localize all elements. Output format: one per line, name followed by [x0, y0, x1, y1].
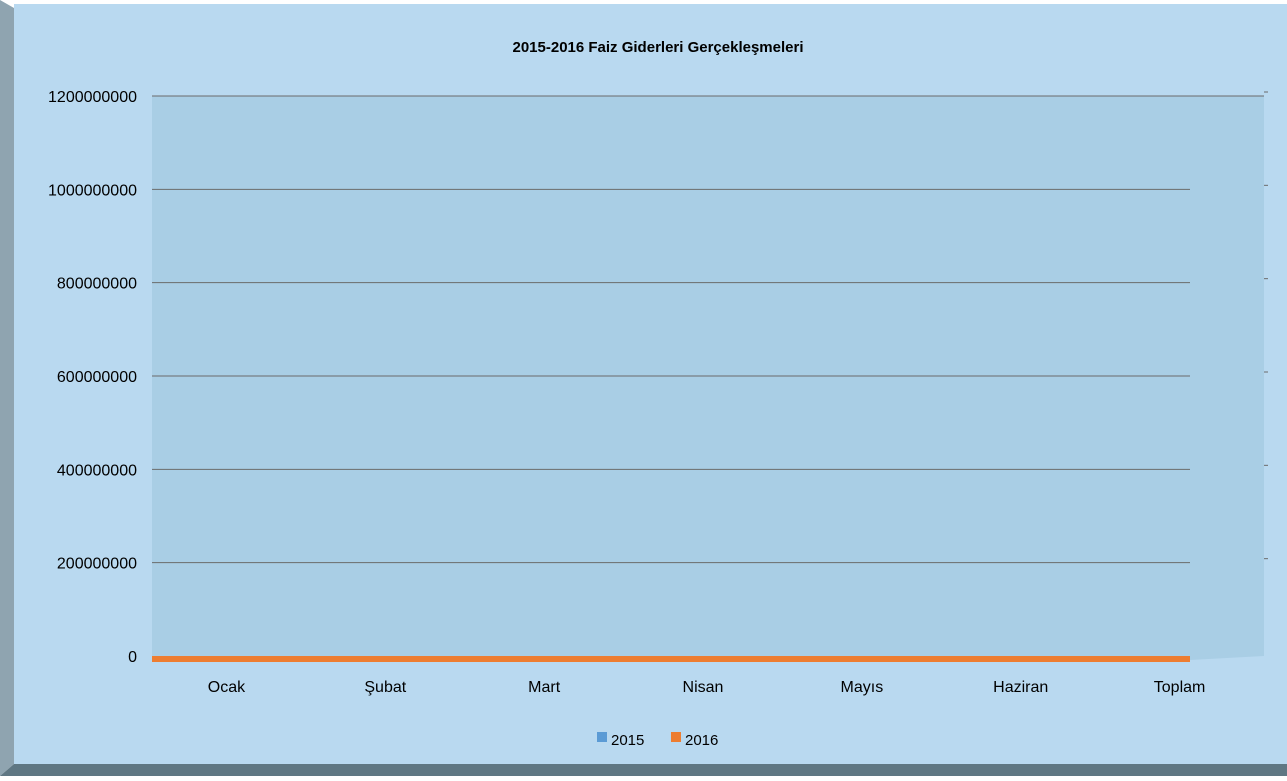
y-tick-label: 1000000000 [48, 182, 137, 199]
plot-area [152, 96, 1264, 660]
frame-bevel-left [0, 0, 14, 776]
x-tick-label: Nisan [683, 679, 724, 696]
y-tick-labels: 0 200000000 400000000 600000000 800000000 100… [48, 89, 137, 666]
y-tick-label: 1200000000 [48, 89, 137, 106]
y-tick-label: 0 [128, 649, 137, 666]
x-tick-label: Mayıs [841, 679, 884, 696]
legend-swatch-2016 [671, 732, 681, 742]
legend-swatch-2015 [597, 732, 607, 742]
y-tick-label: 200000000 [57, 556, 137, 573]
legend-label-2015: 2015 [611, 732, 644, 749]
legend: 2015 2016 [597, 732, 718, 749]
x-tick-label: Toplam [1154, 679, 1206, 696]
x-tick-labels: Ocak Şubat Mart Nisan Mayıs Haziran Toplam [208, 679, 1206, 696]
legend-label-2016: 2016 [685, 732, 718, 749]
frame-bevel-bottom [0, 764, 1287, 776]
y-tick-label: 600000000 [57, 369, 137, 386]
x-tick-label: Şubat [364, 679, 406, 696]
y-tick-label: 800000000 [57, 276, 137, 293]
x-tick-label: Haziran [993, 679, 1048, 696]
x-tick-label: Ocak [208, 679, 246, 696]
x-tick-label: Mart [528, 679, 561, 696]
chart-title: 2015-2016 Faiz Giderleri Gerçekleşmeleri [512, 39, 803, 56]
y-tick-label: 400000000 [57, 462, 137, 479]
gridlines [152, 91, 1268, 564]
floor-bar [152, 656, 1190, 662]
